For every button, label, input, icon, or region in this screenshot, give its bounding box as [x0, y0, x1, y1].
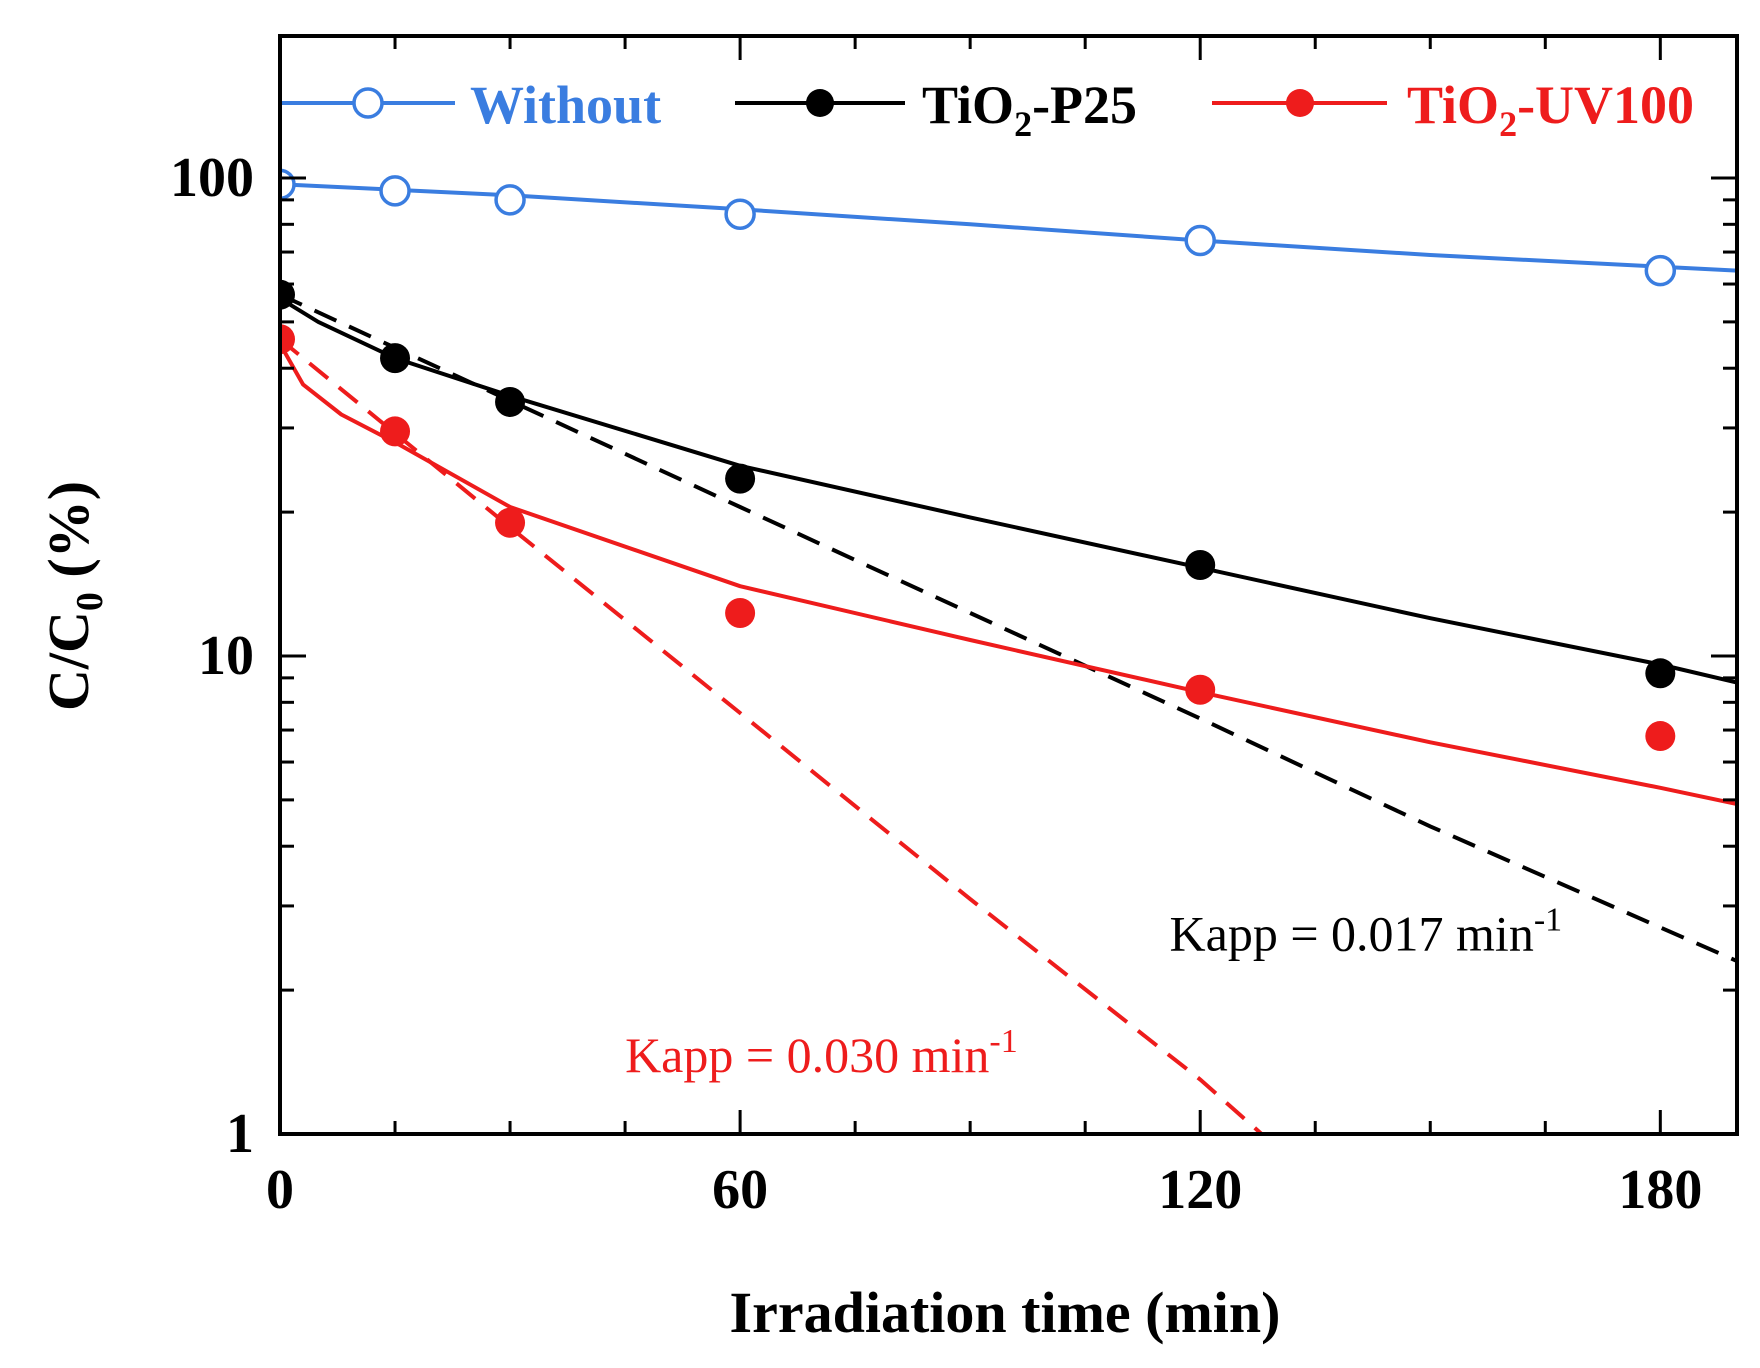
data-point-without — [379, 175, 411, 207]
data-point-uv100 — [380, 416, 411, 447]
data-point-p25 — [495, 386, 526, 417]
data-point-uv100 — [280, 324, 295, 355]
data-point-p25 — [380, 343, 411, 374]
legend-entry-uv100: TiO2-UV100 — [1212, 75, 1694, 144]
data-point-uv100 — [495, 507, 526, 538]
y-tick-labels: 1 10 100 — [170, 147, 254, 1165]
x-tick-label: 60 — [712, 1159, 768, 1221]
data-point-p25 — [725, 463, 756, 494]
plot-area — [280, 168, 1737, 1134]
y-axis-title-main: C/C — [36, 611, 101, 711]
legend-label-uv100: TiO2-UV100 — [1407, 75, 1694, 144]
x-tick-label: 0 — [266, 1159, 294, 1221]
fit-line-p25 — [280, 296, 1737, 685]
legend-label-p25: TiO2-P25 — [922, 75, 1137, 144]
x-axis-title: Irradiation time (min) — [730, 1280, 1281, 1345]
legend-marker-uv100 — [1286, 89, 1314, 117]
exp-fit-line-uv100 — [280, 337, 1263, 1134]
legend-entry-without: Without — [281, 75, 661, 135]
legend-label-without: Without — [470, 75, 661, 135]
data-point-p25 — [280, 279, 295, 310]
data-point-p25 — [1185, 550, 1216, 581]
y-tick-label: 1 — [226, 1103, 254, 1165]
x-tick-labels: 0 60 120 180 — [266, 1159, 1702, 1221]
y-tick-label: 10 — [198, 625, 254, 687]
data-point-uv100 — [725, 598, 756, 629]
y-axis-title-unit: (%) — [36, 481, 101, 592]
x-tick-label: 180 — [1618, 1159, 1702, 1221]
legend: Without TiO2-P25 TiO2-UV100 — [281, 75, 1694, 144]
data-point-without — [1184, 224, 1216, 257]
legend-marker-p25 — [806, 89, 834, 117]
annotation-kapp-p25: Kapp = 0.017 min-1 — [1170, 902, 1563, 962]
legend-entry-p25: TiO2-P25 — [735, 75, 1137, 144]
data-point-p25 — [1645, 658, 1676, 689]
y-axis-title: C/C0 (%) — [36, 481, 111, 711]
data-point-uv100 — [1185, 674, 1216, 705]
data-point-without — [1644, 254, 1677, 287]
axis-ticks — [278, 36, 1737, 1136]
series-group — [280, 168, 1737, 1134]
x-tick-label: 120 — [1158, 1159, 1242, 1221]
plot-frame — [278, 34, 1739, 1136]
data-point-without — [494, 184, 526, 216]
legend-marker-without — [352, 87, 384, 119]
exp-fit-line-p25 — [280, 292, 1737, 963]
data-point-without — [724, 198, 756, 230]
y-axis-title-sub: 0 — [69, 592, 111, 611]
y-tick-label: 100 — [170, 147, 254, 209]
annotation-kapp-uv100: Kapp = 0.030 min-1 — [625, 1023, 1018, 1083]
fit-line-uv100 — [280, 342, 1737, 807]
data-point-uv100 — [1645, 721, 1676, 752]
